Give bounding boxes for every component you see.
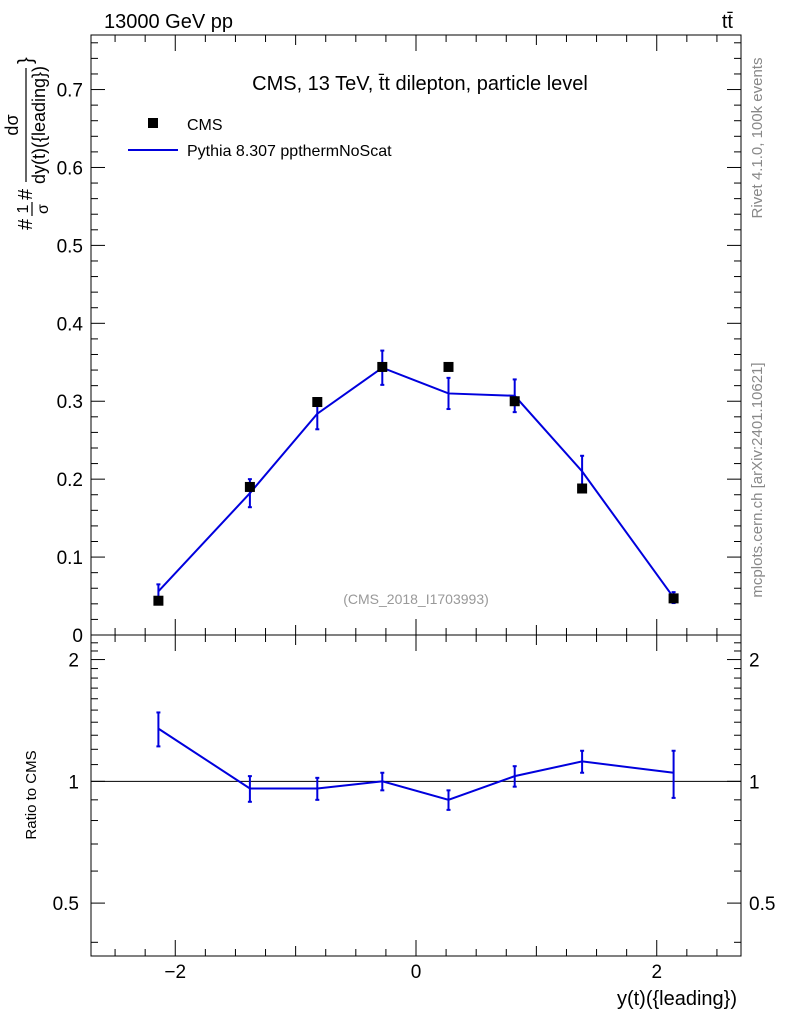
- ylabel-sigma: σ: [35, 204, 52, 214]
- y-tick-label: 0: [72, 626, 83, 647]
- ylabel-hash-1: #: [15, 218, 37, 230]
- y-tick-label: 0.2: [57, 470, 83, 491]
- ratio-series: [156, 711, 676, 811]
- ylabel-one: 1: [15, 204, 32, 213]
- data-point: [377, 361, 388, 372]
- chart-title: CMS, 13 TeV, t̄t dilepton, particle leve…: [252, 73, 588, 95]
- data-point: [244, 481, 255, 492]
- y-tick-label: 0.5: [57, 236, 83, 257]
- y-tick-label: 0.1: [57, 548, 83, 569]
- data-point: [509, 396, 520, 407]
- legend-data-marker: [148, 118, 158, 128]
- data-point: [312, 397, 323, 408]
- y-tick-label: 0.4: [57, 314, 84, 335]
- ylabel-brace: }: [15, 57, 37, 64]
- ratio-axis-ticks: 0.5 0.5 1 1 2 2: [53, 642, 775, 943]
- ratio-y-tick-label-right: 1: [749, 772, 760, 793]
- x-tick-label: 2: [651, 962, 662, 983]
- y-tick-label: 0.3: [57, 392, 83, 413]
- data-point: [443, 361, 454, 372]
- y-tick-label: 0.6: [57, 158, 83, 179]
- data-series: [153, 361, 679, 606]
- ratio-y-tick-label: 1: [68, 772, 79, 793]
- x-tick-label: −2: [164, 962, 186, 983]
- ratio-y-tick-label-right: 2: [749, 651, 760, 672]
- x-tick-label: 0: [411, 962, 422, 983]
- legend-data-label: CMS: [187, 117, 223, 134]
- header-right: tt̄: [722, 11, 734, 33]
- ylabel-dsigma: dσ: [2, 114, 22, 135]
- mcplots-label: mcplots.cern.ch [arXiv:2401.10621]: [749, 362, 766, 597]
- data-point: [153, 595, 164, 606]
- header-left: 13000 GeV pp: [104, 11, 233, 33]
- ratio-line: [157, 727, 674, 801]
- mc-line: [157, 366, 675, 599]
- x-axis-label: y(t)({leading}): [617, 988, 737, 1010]
- main-y-axis-label: # 1 σ # dσ dy(t)({leading}) }: [2, 57, 52, 230]
- data-point: [668, 593, 679, 604]
- legend: CMS Pythia 8.307 ppthermNoScat: [128, 117, 392, 160]
- ratio-y-axis-label: Ratio to CMS: [23, 750, 40, 839]
- legend-mc-label: Pythia 8.307 ppthermNoScat: [187, 143, 392, 160]
- ylabel-hash-2: #: [15, 188, 37, 200]
- x-axis-ticks: −2 0 2: [114, 35, 718, 983]
- mc-series: [156, 349, 676, 605]
- ratio-y-tick-label-right: 0.5: [749, 894, 775, 915]
- ratio-panel-frame: [90, 634, 742, 957]
- ratio-y-tick-label: 2: [68, 651, 79, 672]
- rivet-label: Rivet 4.1.0, 100k events: [749, 58, 766, 219]
- analysis-watermark: (CMS_2018_I1703993): [343, 591, 489, 607]
- y-tick-label: 0.7: [57, 81, 83, 102]
- ylabel-dy: dy(t)({leading}): [29, 66, 49, 184]
- data-point: [577, 483, 588, 494]
- ratio-y-tick-label: 0.5: [53, 894, 79, 915]
- main-axis-ticks: 0 0.1 0.2 0.3 0.4 0.5 0.6 0.7: [57, 42, 741, 647]
